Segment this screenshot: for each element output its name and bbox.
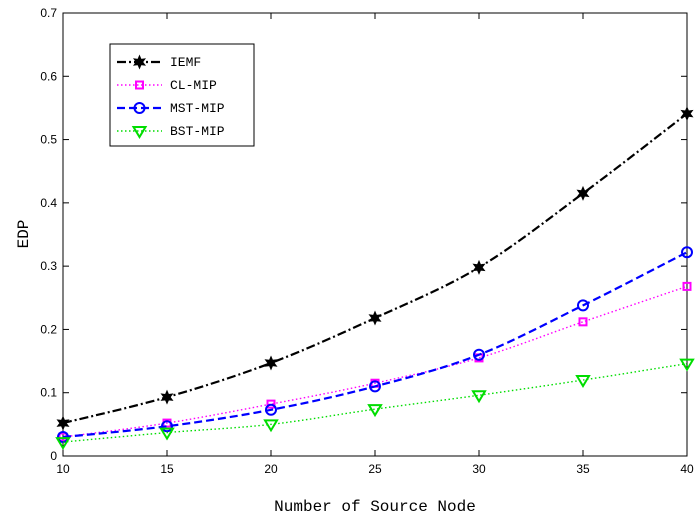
y-tick-label: 0.6 <box>40 69 57 83</box>
x-tick-label: 20 <box>264 462 278 476</box>
data-point <box>55 437 71 451</box>
legend-label: CL-MIP <box>170 78 217 93</box>
y-tick-label: 0.5 <box>40 133 57 147</box>
x-tick-label: 40 <box>680 462 694 476</box>
data-point <box>575 375 591 389</box>
legend-label: BST-MIP <box>170 124 225 139</box>
series-layer <box>55 106 695 451</box>
data-point <box>472 259 486 275</box>
legend-entry: BST-MIP <box>117 124 225 139</box>
data-point <box>159 427 175 441</box>
data-point <box>473 348 485 361</box>
data-point <box>367 404 383 418</box>
x-tick-label: 35 <box>576 462 590 476</box>
y-tick-label: 0.1 <box>40 386 57 400</box>
y-tick-label: 0.4 <box>40 196 57 210</box>
x-tick-label: 25 <box>368 462 382 476</box>
data-point <box>265 403 277 416</box>
data-point <box>682 281 692 291</box>
series-iemf <box>56 106 694 431</box>
y-tick-label: 0 <box>50 449 57 463</box>
data-point <box>679 358 695 372</box>
legend-entry: CL-MIP <box>117 78 217 93</box>
legend-entry: MST-MIP <box>117 101 225 116</box>
data-point <box>680 106 694 122</box>
x-axis-label: Number of Source Node <box>274 498 476 516</box>
legend-marker <box>133 102 146 114</box>
x-tick-label: 10 <box>56 462 70 476</box>
data-point <box>578 317 588 327</box>
data-point <box>161 420 173 433</box>
data-point <box>264 355 278 371</box>
y-axis: 0 0.1 0.2 0.3 0.4 0.5 0.6 0.7 <box>40 6 687 463</box>
y-tick-label: 0.7 <box>40 6 57 20</box>
series-line <box>62 251 688 439</box>
legend-label: MST-MIP <box>170 101 225 116</box>
legend-label: IEMF <box>170 55 201 70</box>
data-point <box>577 299 589 312</box>
series-line <box>62 285 688 438</box>
legend-marker <box>135 80 144 90</box>
data-point <box>471 390 487 404</box>
data-point <box>160 389 174 405</box>
y-tick-label: 0.3 <box>40 259 57 273</box>
legend-marker <box>132 54 147 70</box>
y-tick-label: 0.2 <box>40 322 57 336</box>
data-point <box>368 310 382 326</box>
x-tick-label: 30 <box>472 462 486 476</box>
data-point <box>369 380 381 393</box>
series-bst-mip <box>55 358 695 451</box>
series-mst-mip <box>57 246 693 444</box>
data-point <box>681 246 693 259</box>
y-axis-label: EDP <box>15 220 33 249</box>
data-point <box>576 185 590 201</box>
legend-marker <box>131 126 148 139</box>
data-point <box>56 415 70 431</box>
legend-entry: IEMF <box>117 54 201 70</box>
series-line <box>62 362 688 443</box>
legend: IEMF CL-MIP MST-MIP BST-MIP <box>109 43 255 147</box>
data-point <box>263 419 279 433</box>
data-point <box>266 399 276 409</box>
x-tick-label: 15 <box>160 462 174 476</box>
x-axis: 10 15 20 25 30 35 40 <box>56 13 694 476</box>
